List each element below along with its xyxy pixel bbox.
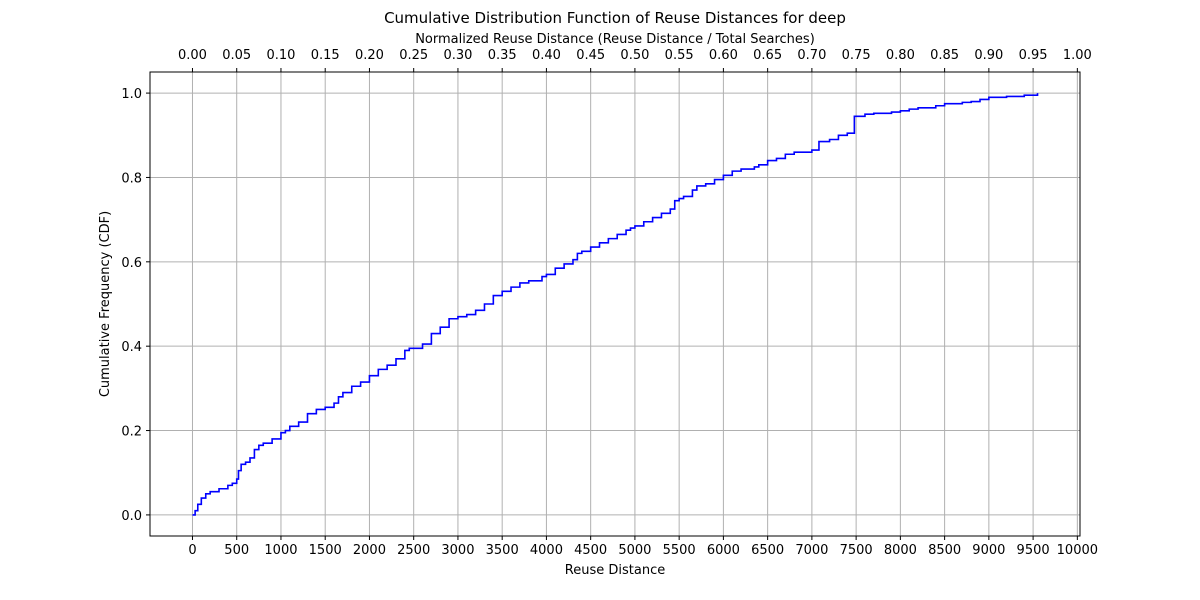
x-tick-label: 8500 <box>928 543 961 558</box>
y-tick-label: 0.2 <box>121 425 142 440</box>
top-tick-label: 0.45 <box>576 48 605 63</box>
top-tick-label: 0.50 <box>620 48 649 63</box>
y-tick-label: 0.6 <box>121 256 142 271</box>
x-tick-label: 3500 <box>486 543 519 558</box>
x-tick-label: 5000 <box>618 543 651 558</box>
x-tick-label: 0 <box>188 543 196 558</box>
x-tick-label: 6500 <box>751 543 784 558</box>
top-tick-label: 0.30 <box>443 48 472 63</box>
y-tick-label: 0.4 <box>121 340 142 355</box>
x-tick-label: 10000 <box>1057 543 1098 558</box>
top-tick-label: 0.20 <box>355 48 384 63</box>
x-tick-label: 9000 <box>972 543 1005 558</box>
x-tick-label: 4000 <box>530 543 563 558</box>
x-tick-label: 5500 <box>663 543 696 558</box>
chart-title: Cumulative Distribution Function of Reus… <box>384 9 846 27</box>
grid-layer <box>150 72 1080 536</box>
x-tick-label: 1500 <box>309 543 342 558</box>
plot-frame <box>149 71 1081 537</box>
top-tick-label: 0.40 <box>532 48 561 63</box>
x-tick-label: 7000 <box>795 543 828 558</box>
top-tick-label: 0.05 <box>222 48 251 63</box>
top-tick-label: 0.55 <box>665 48 694 63</box>
x-tick-label: 500 <box>224 543 249 558</box>
top-tick-label: 0.10 <box>266 48 295 63</box>
top-tick-label: 0.80 <box>886 48 915 63</box>
top-tick-label: 0.85 <box>930 48 959 63</box>
x-tick-label: 7500 <box>840 543 873 558</box>
x-tick-label: 9500 <box>1017 543 1050 558</box>
x-tick-label: 2000 <box>353 543 386 558</box>
x-tick-label: 6000 <box>707 543 740 558</box>
y-tick-label: 0.8 <box>121 171 142 186</box>
series-layer <box>192 93 1039 516</box>
top-tick-label: 0.95 <box>1019 48 1048 63</box>
y-tick-label: 0.0 <box>121 509 142 524</box>
x-tick-label: 3000 <box>441 543 474 558</box>
x-tick-label: 4500 <box>574 543 607 558</box>
x-tick-label: 1000 <box>264 543 297 558</box>
x-axis-label: Reuse Distance <box>565 563 665 578</box>
top-tick-label: 0.15 <box>311 48 340 63</box>
y-tick-label: 1.0 <box>121 87 142 102</box>
cdf-series-line <box>192 93 1039 516</box>
x-tick-label: 2500 <box>397 543 430 558</box>
top-tick-label: 0.25 <box>399 48 428 63</box>
tick-layer: 0 500 1000 1500 2000 2500 3000 3500 4000 4500 5000… <box>121 48 1098 558</box>
x-tick-label: 8000 <box>884 543 917 558</box>
top-tick-label: 0.90 <box>974 48 1003 63</box>
top-tick-label: 0.60 <box>709 48 738 63</box>
top-tick-label: 0.70 <box>797 48 826 63</box>
top-tick-label: 0.75 <box>842 48 871 63</box>
y-axis-label: Cumulative Frequency (CDF) <box>98 211 113 397</box>
top-tick-label: 0.00 <box>178 48 207 63</box>
top-tick-label: 0.65 <box>753 48 782 63</box>
top-tick-label: 1.00 <box>1063 48 1092 63</box>
top-axis-label: Normalized Reuse Distance (Reuse Distanc… <box>415 32 815 47</box>
top-tick-label: 0.35 <box>488 48 517 63</box>
